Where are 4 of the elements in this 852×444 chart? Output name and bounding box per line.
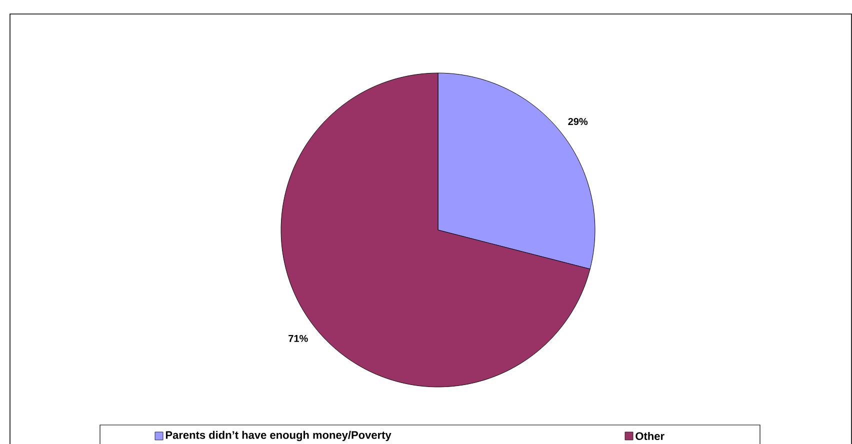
legend-label: Other: [636, 432, 664, 440]
legend-label: Parents didn’t have enough money/Poverty: [166, 430, 392, 442]
data-label: 29%: [568, 118, 588, 126]
data-label: 71%: [288, 334, 308, 342]
